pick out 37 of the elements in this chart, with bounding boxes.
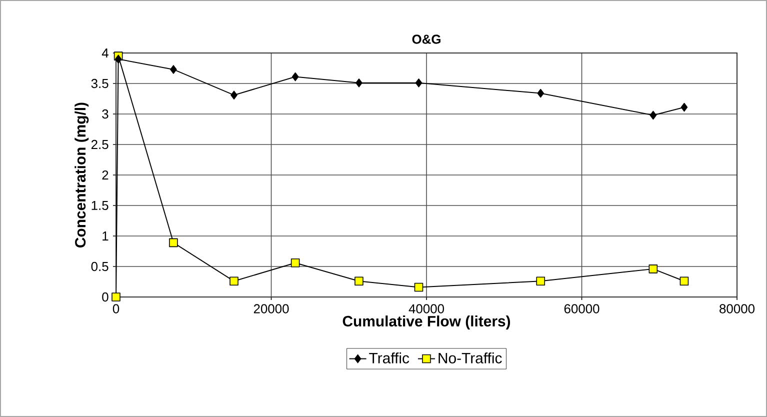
y-tick-label: 3 <box>102 109 108 119</box>
x-tick-label: 60000 <box>564 304 600 314</box>
y-tick-label: 0 <box>102 292 108 302</box>
point <box>650 110 657 120</box>
point <box>354 276 364 286</box>
y-tick-label: 4 <box>102 48 108 58</box>
x-axis-title: Cumulative Flow (liters) <box>342 316 510 330</box>
point <box>680 276 689 286</box>
point <box>680 102 688 112</box>
point <box>648 264 658 274</box>
point <box>230 276 238 286</box>
point <box>292 72 299 82</box>
y-tick-label: 2.5 <box>91 140 108 150</box>
point <box>170 65 177 74</box>
x-tick-label: 80000 <box>720 304 755 314</box>
y-tick-label: 2 <box>102 170 108 180</box>
point <box>230 90 238 100</box>
point <box>415 78 422 88</box>
y-tick-label: 1.5 <box>92 200 108 210</box>
point <box>290 258 300 268</box>
point <box>112 292 120 302</box>
y-tick-label: 0.5 <box>91 262 108 272</box>
legend-label: Traffic <box>369 352 410 364</box>
chart-title: O&G <box>412 34 440 44</box>
x-tick-label: 40000 <box>408 304 444 314</box>
y-axis-title: Concentration (mg/l) <box>74 102 89 248</box>
point <box>169 238 178 248</box>
point <box>536 276 546 286</box>
x-tick-label: 20000 <box>254 304 289 314</box>
point <box>356 78 362 88</box>
point <box>537 88 544 98</box>
y-tick-label: 1 <box>102 232 108 240</box>
legend-label: No-Traffic <box>438 352 502 364</box>
y-tick-label: 3.5 <box>91 78 108 88</box>
x-tick-label: 0 <box>112 304 120 314</box>
point <box>414 282 424 292</box>
point <box>114 54 122 64</box>
